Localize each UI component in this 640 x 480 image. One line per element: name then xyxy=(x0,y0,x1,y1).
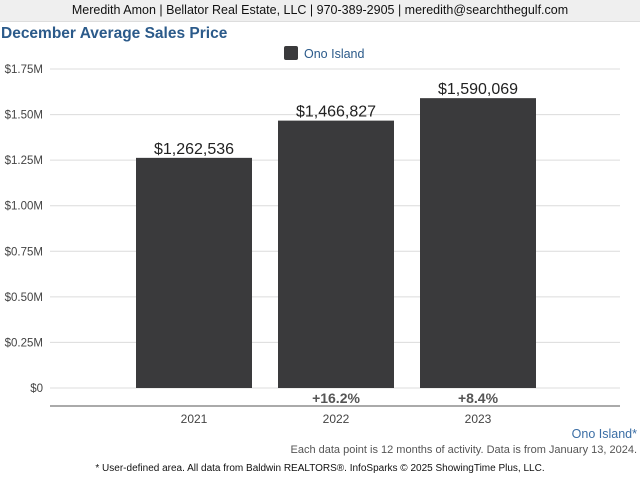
legend-swatch xyxy=(284,46,298,60)
x-tick-label: 2022 xyxy=(323,412,350,426)
y-tick-label: $1.50M xyxy=(5,110,43,122)
region-label[interactable]: Ono Island* xyxy=(571,427,637,441)
data-label: $1,262,536 xyxy=(154,141,234,158)
change-label: +8.4% xyxy=(458,390,499,406)
data-note: Each data point is 12 months of activity… xyxy=(290,444,637,456)
y-tick-label: $0.50M xyxy=(5,292,43,304)
agent-header: Meredith Amon | Bellator Real Estate, LL… xyxy=(0,0,640,22)
y-tick-label: $1.00M xyxy=(5,201,43,213)
y-tick-label: $1.75M xyxy=(5,64,43,76)
x-tick-label: 2023 xyxy=(465,412,492,426)
y-tick-label: $0.75M xyxy=(5,246,43,258)
y-tick-label: $0.25M xyxy=(5,337,43,349)
data-label: $1,466,827 xyxy=(296,104,376,121)
bar-2022[interactable] xyxy=(278,120,394,388)
chart-title: December Average Sales Price xyxy=(1,25,228,42)
x-tick-label: 2021 xyxy=(181,412,208,426)
y-tick-label: $1.25M xyxy=(5,155,43,167)
agent-contact-line: Meredith Amon | Bellator Real Estate, LL… xyxy=(71,3,569,17)
data-label: $1,590,069 xyxy=(438,81,518,98)
bar-2021[interactable] xyxy=(136,157,252,388)
data-source: * User-defined area. All data from Baldw… xyxy=(95,463,545,474)
y-tick-label: $0 xyxy=(30,383,43,395)
change-label: +16.2% xyxy=(312,390,360,406)
legend-label: Ono Island xyxy=(304,47,365,61)
bar-2023[interactable] xyxy=(420,98,536,388)
